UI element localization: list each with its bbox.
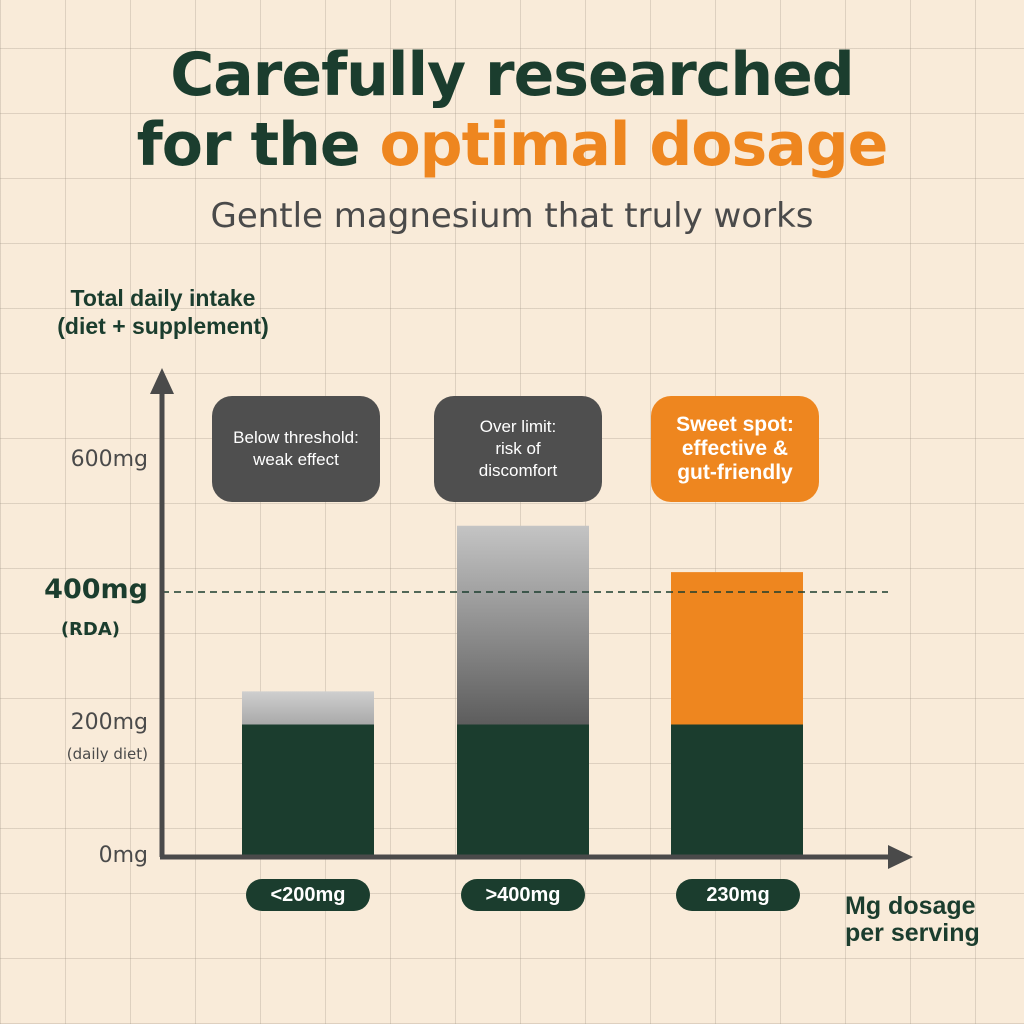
- x-tick-230mg: 230mg: [676, 879, 800, 911]
- title-highlight: optimal dosage: [379, 110, 888, 180]
- bar-supplement-over-400mg: [457, 525, 589, 725]
- bar-supplement-under-200mg: [242, 691, 374, 725]
- y-tick-200mg: 200mg: [70, 710, 148, 735]
- title-line-2: for the optimal dosage: [0, 112, 1024, 178]
- callout-sweet-spot: Sweet spot: effective & gut-friendly: [651, 396, 819, 502]
- y-tick-400mg-note: (RDA): [60, 619, 120, 640]
- bar-diet-over-400mg: [457, 724, 589, 857]
- callout-over-limit: Over limit: risk of discomfort: [434, 396, 602, 502]
- bar-diet-under-200mg: [242, 724, 374, 857]
- y-axis-arrow: [150, 368, 174, 394]
- title-line-1: Carefully researched: [170, 40, 854, 110]
- bar-supplement-230mg: [671, 572, 803, 725]
- x-tick-under-200mg: <200mg: [246, 879, 370, 911]
- y-tick-600mg: 600mg: [70, 447, 148, 472]
- bar-diet-230mg: [671, 724, 803, 857]
- y-tick-0mg: 0mg: [98, 843, 148, 868]
- x-axis-label: Mg dosage per serving: [845, 892, 980, 947]
- y-axis-label: Total daily intake (diet + supplement): [57, 285, 269, 339]
- subtitle: Gentle magnesium that truly works: [210, 196, 814, 236]
- x-tick-over-400mg: >400mg: [461, 879, 585, 911]
- y-tick-200mg-note: (daily diet): [66, 745, 148, 763]
- title-line-2-prefix: for the: [136, 110, 380, 180]
- callout-below-threshold: Below threshold: weak effect: [212, 396, 380, 502]
- x-axis-arrow: [888, 845, 913, 869]
- y-tick-400mg: 400mg: [44, 574, 148, 605]
